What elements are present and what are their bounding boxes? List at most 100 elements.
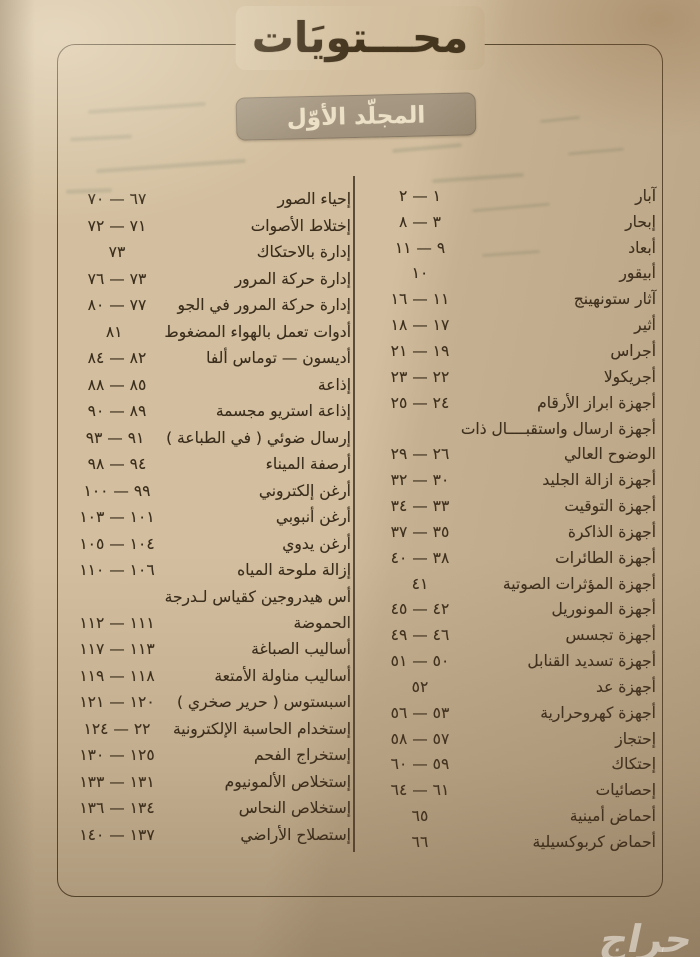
entry-title: أجهزة الطائرات [555, 548, 656, 567]
toc-entry-row: أجهزة المونوريل ٤٢ — ٤٥ [372, 597, 656, 623]
toc-entry-row: إحتجاز ٥٧ — ٥٨ [372, 726, 656, 752]
toc-entry-row: الحموضة ١١١ — ١١٢ [64, 610, 351, 636]
entry-title: إستخراج الفحم [254, 746, 351, 765]
entry-title: إدارة حركة المرور [234, 269, 351, 288]
entry-title: أساليب الصباغة [251, 640, 351, 659]
haraj-watermark: حراج [595, 917, 697, 957]
entry-pages: ٢٦ — ٢٩ [390, 445, 450, 464]
toc-entry-row: إحياء الصور ٦٧ — ٧٠ [64, 186, 351, 212]
entry-pages: ٧٣ [108, 243, 126, 262]
entry-title: أجريكولا [603, 367, 656, 386]
entry-pages: ٤١ [411, 574, 429, 593]
entry-title: أرغن يدوي [282, 534, 351, 553]
entry-title: إستخلاص الألمونيوم [224, 772, 351, 791]
toc-entry-row: أساليب مناولة الأمتعة ١١٨ — ١١٩ [64, 663, 351, 689]
toc-entry-row: إذاعة استريو مجسمة ٨٩ — ٩٠ [64, 398, 351, 424]
entry-title: إستخدام الحاسبة الإلكترونية [172, 719, 351, 738]
toc-entry-row: أجهزة كهروحرارية ٥٣ — ٥٦ [372, 700, 656, 726]
entry-title: أديسون — توماس ألفا [206, 349, 351, 368]
entry-pages: ٦٥ [411, 807, 429, 826]
entry-pages: ٥٧ — ٥٨ [390, 729, 450, 748]
entry-title: أحماض كربوكسيلية [532, 833, 657, 852]
entry-pages: ٣٨ — ٤٠ [390, 548, 450, 567]
entry-title: إزالة ملوحة المياه [237, 561, 351, 580]
toc-entry-row: إستخراج الفحم ١٢٥ — ١٣٠ [64, 742, 351, 768]
entry-pages: ١٣٤ — ١٣٦ [79, 799, 155, 818]
toc-entry-row: إدارة حركة المرور في الجو ٧٧ — ٨٠ [64, 292, 351, 318]
entry-title: إذاعة استريو مجسمة [215, 402, 351, 421]
entry-pages: ٣٥ — ٣٧ [390, 522, 450, 541]
entry-title: الوضوح العالي [563, 445, 656, 464]
entry-pages: ١٧ — ١٨ [390, 316, 450, 335]
entry-pages: ٧٣ — ٧٦ [87, 269, 147, 288]
toc-entry-row: أرغن إلكتروني ٩٩ — ١٠٠ [64, 477, 352, 503]
entry-pages: ٣٣ — ٣٤ [390, 497, 450, 516]
entry-title: أرصفة الميناء [265, 455, 351, 474]
toc-entry-row: أجريكولا ٢٢ — ٢٣ [372, 364, 656, 390]
toc-entry-row: أجهزة تجسس ٤٦ — ٤٩ [372, 622, 656, 648]
toc-entry-row: أدوات تعمل بالهواء المضغوط ٨١ [64, 318, 351, 344]
toc-entry-row: إزالة ملوحة المياه ١٠٦ — ١١٠ [64, 557, 351, 583]
toc-entry-row: أجهزة عد ٥٢ [372, 674, 656, 700]
toc-entry-row: إستخدام الحاسبة الإلكترونية ٢٢ — ١٢٤ [64, 716, 352, 742]
entry-title: أثير [634, 316, 656, 335]
entry-title: أحماض أمينية [569, 807, 656, 826]
entry-title: إدارة حركة المرور في الجو [177, 296, 351, 315]
entry-pages: ٥٣ — ٥٦ [390, 703, 450, 722]
toc-entry-row: إرسال ضوئي ( في الطباعة ) ٩١ — ٩٣ [64, 424, 351, 450]
toc-entry-row: أثير ١٧ — ١٨ [372, 312, 656, 338]
entry-title: إرسال ضوئي ( في الطباعة ) [166, 428, 351, 447]
contents-title: محـــتويَات [235, 6, 485, 70]
toc-entry-row: أس هيدروجين كقياس لـدرجة [64, 583, 351, 609]
entry-title: آبار [635, 186, 656, 205]
toc-entry-row: أجهزة ابراز الأرقام ٢٤ — ٢٥ [372, 390, 656, 416]
entry-pages: ١ — ٢ [398, 186, 441, 205]
entry-pages: ١٢٠ — ١٢١ [79, 693, 155, 712]
entry-title: أجهزة تجسس [565, 626, 656, 645]
entry-pages: ٩١ — ٩٣ [85, 428, 145, 447]
entry-pages: ١١٣ — ١١٧ [79, 640, 155, 659]
toc-entry-row: أجهزة المؤثرات الصوتية ٤١ [372, 571, 656, 597]
toc-entry-row: أحماض أمينية ٦٥ [372, 803, 656, 829]
entry-pages: ٢٤ — ٢٥ [390, 393, 450, 412]
toc-entry-row: أجهزة ازالة الجليد ٣٠ — ٣٢ [372, 467, 656, 493]
toc-entry-row: أجهزة الذاكرة ٣٥ — ٣٧ [372, 519, 656, 545]
entry-pages: ٧١ — ٧٢ [87, 216, 147, 235]
entry-pages: ١٠٤ — ١٠٥ [79, 534, 155, 553]
entry-pages: ٢٢ — ١٢٤ [83, 719, 151, 738]
entry-title: إستصلاح الأراضي [240, 825, 351, 844]
entry-title: أرغن إلكتروني [258, 481, 351, 500]
toc-entry-row: أجهزة الطائرات ٣٨ — ٤٠ [372, 545, 656, 571]
entry-pages: ١٠٦ — ١١٠ [79, 561, 155, 580]
entry-pages: ١٢٥ — ١٣٠ [79, 746, 155, 765]
entry-pages: ٩٩ — ١٠٠ [83, 481, 151, 500]
toc-entry-row: اسبستوس ( حرير صخري ) ١٢٠ — ١٢١ [64, 689, 351, 715]
toc-entry-row: أجهزة تسديد القنابل ٥٠ — ٥١ [372, 648, 656, 674]
volume-badge-label: المجلّد الأوّل [286, 101, 426, 132]
toc-entry-row: أرغن يدوي ١٠٤ — ١٠٥ [64, 530, 351, 556]
toc-entry-row: إستخلاص الألمونيوم ١٣١ — ١٣٣ [64, 769, 351, 795]
toc-entry-row: الوضوح العالي ٢٦ — ٢٩ [372, 441, 656, 467]
entry-pages: ١٠ [411, 264, 429, 283]
entry-title: أساليب مناولة الأمتعة [214, 666, 351, 685]
entry-title: إبحار [625, 212, 656, 231]
entry-title: أجهزة التوقيت [564, 497, 656, 516]
entry-pages: ٤٢ — ٤٥ [390, 600, 450, 619]
toc-entry-row: إذاعة ٨٥ — ٨٨ [64, 371, 351, 397]
entry-pages: ٩٤ — ٩٨ [87, 455, 147, 474]
entry-pages: ٣٠ — ٣٢ [390, 471, 450, 490]
toc-entry-row: أرصفة الميناء ٩٤ — ٩٨ [64, 451, 351, 477]
entry-title: أجهزة ابراز الأرقام [537, 393, 656, 412]
toc-entry-row: أبيقور ١٠ [372, 261, 656, 287]
toc-entry-row: آثار ستونهينج ١١ — ١٦ [372, 286, 656, 312]
entry-title: أجهزة عد [595, 677, 656, 696]
entry-title: أبيقور [619, 264, 656, 283]
entry-pages: ٦١ — ٦٤ [390, 781, 450, 800]
entry-pages: ٨٥ — ٨٨ [87, 375, 147, 394]
toc-entry-row: إستخلاص النحاس ١٣٤ — ١٣٦ [64, 795, 351, 821]
entry-title: إحتكاك [611, 755, 656, 774]
entry-pages: ٨٢ — ٨٤ [87, 349, 147, 368]
entry-pages: ١٩ — ٢١ [390, 341, 450, 360]
toc-entry-row: إستصلاح الأراضي ١٣٧ — ١٤٠ [64, 822, 351, 848]
toc-column-primary: آبار ١ — ٢ إبحار ٣ — ٨ أبعاد ٩ — ١١ أبيقور ١٠ آث… [372, 183, 656, 855]
